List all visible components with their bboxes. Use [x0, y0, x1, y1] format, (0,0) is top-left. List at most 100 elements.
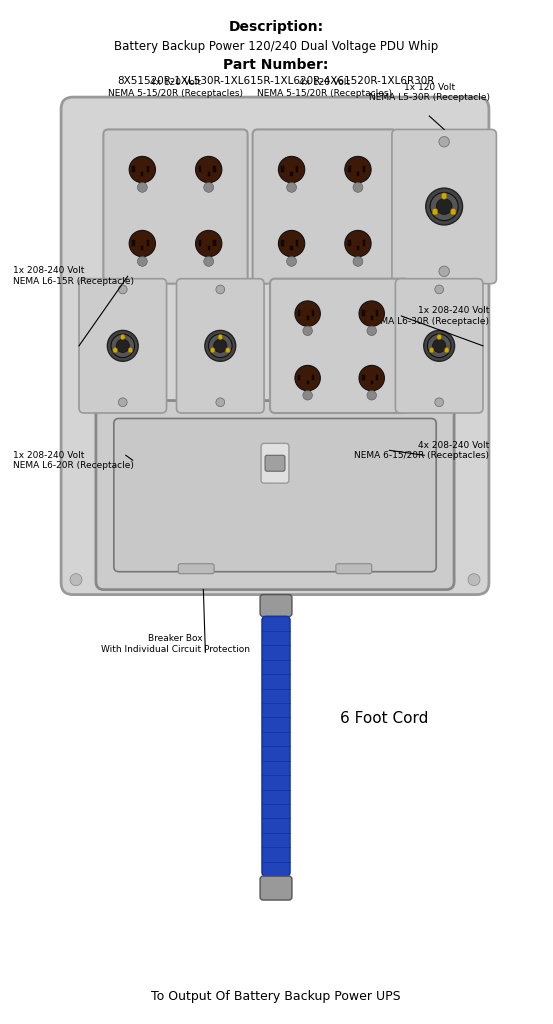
Circle shape [426, 188, 462, 225]
FancyBboxPatch shape [395, 279, 483, 413]
Circle shape [137, 256, 147, 266]
Circle shape [353, 182, 363, 193]
FancyBboxPatch shape [103, 129, 248, 284]
Bar [298, 310, 300, 316]
Circle shape [295, 301, 320, 327]
Bar [199, 240, 201, 246]
Text: 4x 120 Volt
NEMA 5-15/20R (Receptacles): 4x 120 Volt NEMA 5-15/20R (Receptacles) [108, 78, 243, 97]
Bar [296, 240, 299, 246]
Text: 1x 208-240 Volt
NEMA L6-15R (Receptacle): 1x 208-240 Volt NEMA L6-15R (Receptacle) [13, 266, 134, 286]
Text: 4x 120 Volt
NEMA 5-15/20R (Receptacles): 4x 120 Volt NEMA 5-15/20R (Receptacles) [257, 78, 392, 97]
Circle shape [303, 390, 312, 400]
FancyBboxPatch shape [178, 564, 214, 573]
Text: Breaker Box
With Individual Circuit Protection: Breaker Box With Individual Circuit Prot… [101, 635, 250, 653]
Bar [207, 247, 210, 250]
FancyBboxPatch shape [61, 97, 489, 595]
FancyBboxPatch shape [392, 129, 497, 284]
Circle shape [303, 326, 312, 336]
Circle shape [439, 266, 450, 276]
Circle shape [367, 326, 377, 336]
Text: 1x 208-240 Volt
NEMA L6-20R (Receptacle): 1x 208-240 Volt NEMA L6-20R (Receptacle) [13, 451, 134, 470]
Circle shape [435, 285, 444, 294]
FancyBboxPatch shape [262, 616, 290, 877]
Circle shape [213, 339, 227, 352]
Circle shape [118, 398, 127, 407]
FancyBboxPatch shape [437, 335, 441, 340]
FancyBboxPatch shape [336, 564, 372, 573]
Circle shape [204, 182, 213, 193]
Bar [147, 240, 149, 246]
FancyBboxPatch shape [114, 419, 436, 571]
Circle shape [359, 301, 384, 327]
Bar [348, 166, 351, 172]
FancyBboxPatch shape [218, 335, 222, 340]
Circle shape [129, 157, 155, 182]
Circle shape [439, 136, 450, 147]
Bar [363, 240, 365, 246]
Circle shape [353, 256, 363, 266]
Bar [363, 166, 365, 172]
Bar [213, 240, 216, 246]
Bar [132, 166, 135, 172]
FancyBboxPatch shape [265, 456, 285, 471]
FancyBboxPatch shape [226, 348, 230, 353]
FancyBboxPatch shape [270, 279, 409, 413]
Bar [141, 247, 143, 250]
Circle shape [116, 339, 129, 352]
Text: 1x 120 Volt
NEMA L5-30R (Receptacle): 1x 120 Volt NEMA L5-30R (Receptacle) [369, 83, 490, 102]
Circle shape [436, 199, 452, 214]
Bar [207, 172, 210, 176]
Bar [296, 166, 299, 172]
Bar [376, 310, 378, 316]
Circle shape [70, 573, 82, 586]
Text: To Output Of Battery Backup Power UPS: To Output Of Battery Backup Power UPS [151, 989, 401, 1002]
Bar [312, 310, 314, 316]
Circle shape [196, 157, 222, 182]
Circle shape [345, 157, 371, 182]
Circle shape [424, 331, 455, 361]
Circle shape [432, 339, 446, 352]
Bar [306, 381, 309, 384]
FancyBboxPatch shape [113, 348, 117, 353]
Circle shape [208, 334, 232, 357]
Circle shape [430, 193, 458, 220]
Circle shape [216, 398, 225, 407]
FancyBboxPatch shape [121, 335, 125, 340]
FancyBboxPatch shape [79, 279, 166, 413]
Circle shape [107, 331, 138, 361]
Bar [298, 375, 300, 380]
Bar [290, 172, 293, 176]
FancyBboxPatch shape [445, 348, 449, 353]
Bar [357, 247, 359, 250]
FancyBboxPatch shape [261, 443, 289, 483]
Circle shape [468, 573, 480, 586]
Circle shape [286, 182, 296, 193]
Text: 8X51520R-1XL530R-1XL615R-1XL620R-4X61520R-1XL6R30R: 8X51520R-1XL530R-1XL615R-1XL620R-4X61520… [117, 76, 435, 86]
Text: Battery Backup Power 120/240 Dual Voltage PDU Whip: Battery Backup Power 120/240 Dual Voltag… [114, 40, 438, 53]
Text: 4x 208-240 Volt
NEMA 6-15/20R (Receptacles): 4x 208-240 Volt NEMA 6-15/20R (Receptacl… [354, 440, 489, 460]
Bar [312, 375, 314, 380]
FancyBboxPatch shape [176, 279, 264, 413]
Circle shape [111, 334, 134, 357]
Bar [362, 310, 364, 316]
Bar [357, 172, 359, 176]
Circle shape [345, 230, 371, 257]
FancyBboxPatch shape [432, 209, 437, 215]
FancyBboxPatch shape [96, 400, 454, 590]
Circle shape [435, 398, 444, 407]
Bar [362, 375, 364, 380]
Bar [348, 240, 351, 246]
Text: Part Number:: Part Number: [223, 58, 328, 73]
Circle shape [196, 230, 222, 257]
Text: 6 Foot Cord: 6 Foot Cord [340, 712, 428, 726]
Circle shape [367, 390, 377, 400]
FancyBboxPatch shape [451, 209, 456, 215]
Bar [132, 240, 135, 246]
Bar [306, 316, 309, 319]
Bar [199, 166, 201, 172]
Bar [290, 247, 293, 250]
Text: 1x 208-240 Volt
NEMA L6-30R (Receptacle): 1x 208-240 Volt NEMA L6-30R (Receptacle) [368, 306, 489, 326]
Text: Description:: Description: [228, 20, 324, 35]
Circle shape [216, 285, 225, 294]
Circle shape [118, 285, 127, 294]
